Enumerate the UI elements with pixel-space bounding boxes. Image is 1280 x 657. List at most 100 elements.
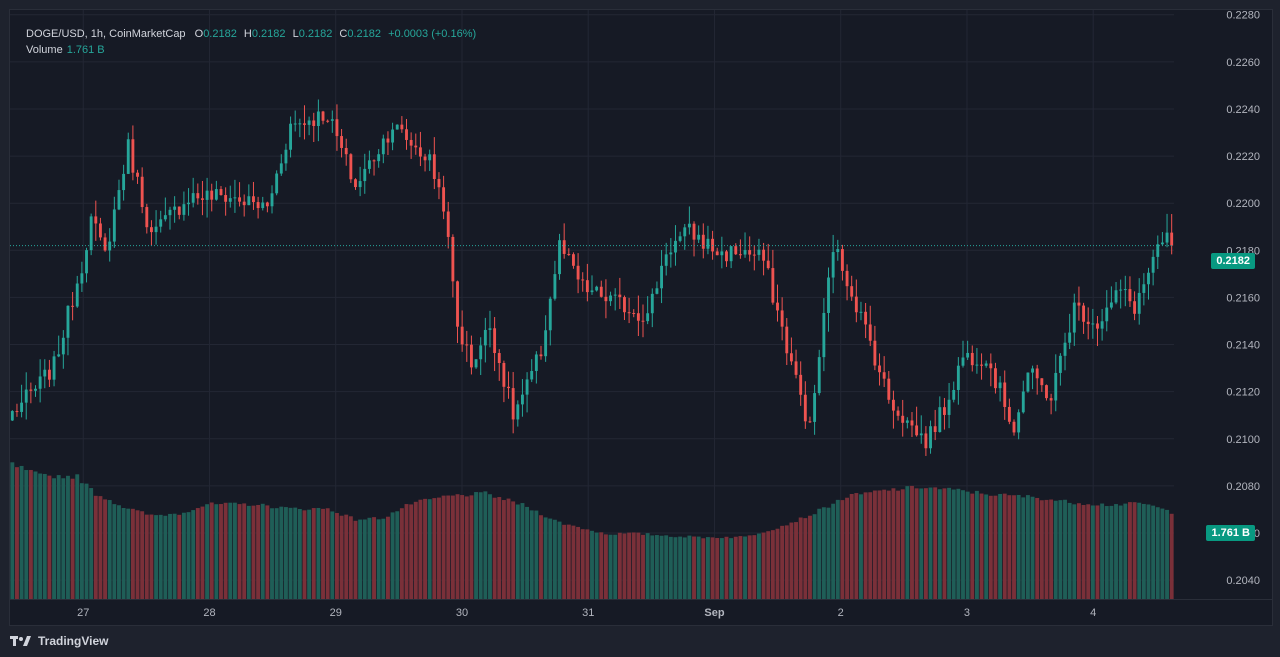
volume-bar xyxy=(668,536,673,599)
volume-bar xyxy=(566,524,571,599)
candle-body xyxy=(525,379,529,395)
volume-bar xyxy=(24,470,29,599)
candle-body xyxy=(354,179,357,188)
volume-bar xyxy=(279,506,284,599)
volume-bar xyxy=(293,507,298,599)
candle-body xyxy=(238,197,241,202)
candle-body xyxy=(975,364,979,366)
volume-bar xyxy=(585,529,590,599)
close-label: C xyxy=(339,28,348,40)
candle-body xyxy=(469,344,473,368)
volume-bar xyxy=(52,478,57,599)
candle-body xyxy=(38,376,42,389)
candle-body xyxy=(61,337,65,355)
candle-body xyxy=(112,209,116,242)
volume-bar xyxy=(891,488,896,599)
candle-body xyxy=(697,234,701,240)
candle-body xyxy=(1165,232,1169,243)
volume-bar xyxy=(812,514,817,599)
candle-body xyxy=(1077,302,1081,306)
tradingview-footer[interactable]: TradingView xyxy=(10,632,108,650)
candle-body xyxy=(1156,244,1160,257)
candle-body xyxy=(47,369,51,380)
volume-bar xyxy=(186,512,191,599)
volume-bar xyxy=(469,495,474,599)
candle-body xyxy=(655,288,659,294)
volume-label[interactable]: Volume xyxy=(26,44,63,56)
volume-bar xyxy=(28,469,33,599)
candle-body xyxy=(363,168,367,182)
candle-body xyxy=(316,111,320,127)
candle-body xyxy=(887,378,891,400)
volume-bar xyxy=(1151,505,1156,599)
candle-body xyxy=(947,399,951,415)
volume-bar xyxy=(437,497,441,599)
candle-body xyxy=(177,206,181,215)
volume-bar xyxy=(780,525,785,599)
candle-body xyxy=(94,216,98,224)
volume-bar xyxy=(831,503,836,599)
volume-bar xyxy=(580,529,585,599)
candle-body xyxy=(567,253,571,255)
volume-bar xyxy=(344,514,349,599)
candle-body xyxy=(279,163,283,174)
volume-bar xyxy=(942,488,947,599)
candle-body xyxy=(89,216,93,251)
candle-body xyxy=(952,389,956,400)
chart-panel[interactable]: 0.2280 0.2260 0.2240 0.2220 0.2200 0.2180 0.21… xyxy=(9,9,1273,626)
volume-bar xyxy=(1146,504,1151,599)
candle-body xyxy=(878,365,881,373)
candle-body xyxy=(683,227,687,237)
symbol-label[interactable]: DOGE/USD, 1h, CoinMarketCap xyxy=(26,28,186,40)
volume-bar xyxy=(163,515,168,599)
candle-body xyxy=(604,296,608,302)
volume-bar xyxy=(947,487,952,599)
volume-bar xyxy=(1076,503,1081,599)
volume-bar xyxy=(478,492,483,599)
candle-body xyxy=(1151,256,1155,273)
candle-body xyxy=(910,420,914,426)
candle-body xyxy=(1058,355,1062,373)
volume-bar xyxy=(464,496,469,599)
candle-body xyxy=(785,326,789,354)
volume-bar xyxy=(307,509,312,599)
candle-body xyxy=(1123,289,1127,291)
volume-bar xyxy=(590,530,594,599)
candle-body xyxy=(738,254,742,256)
volume-bar xyxy=(933,487,938,599)
volume-bar xyxy=(492,497,497,599)
volume-bar xyxy=(654,535,659,599)
candle-body xyxy=(1040,378,1044,386)
candle-body xyxy=(201,198,204,200)
candle-body xyxy=(1133,301,1137,314)
time-tick-label: 30 xyxy=(456,607,468,619)
candle-body xyxy=(905,420,909,423)
candle-body xyxy=(293,123,297,125)
volume-bar xyxy=(117,505,121,599)
candle-body xyxy=(933,426,937,433)
candle-body xyxy=(381,138,385,155)
volume-bar xyxy=(743,536,747,599)
candle-body xyxy=(752,254,756,256)
candle-body xyxy=(864,311,868,325)
volume-bar xyxy=(228,502,233,599)
candle-body xyxy=(562,240,566,254)
candle-body xyxy=(1054,372,1058,401)
time-tick-label: Sep xyxy=(704,607,724,619)
volume-bar xyxy=(803,518,808,599)
volume-value: 1.761 B xyxy=(66,44,105,56)
candle-body xyxy=(808,421,812,423)
volume-bar xyxy=(719,538,724,599)
candle-body xyxy=(126,139,130,174)
candle-body xyxy=(29,389,33,391)
price-tick-label: 0.2120 xyxy=(1226,387,1260,399)
volume-bar xyxy=(1053,500,1058,599)
volume-bar xyxy=(678,536,683,599)
candle-body xyxy=(511,388,515,420)
volume-bar xyxy=(1012,495,1016,599)
candle-body xyxy=(335,119,339,137)
chart-canvas[interactable]: 0.22800.22600.22400.22200.22000.21800.21… xyxy=(10,10,1272,625)
candle-body xyxy=(720,251,724,256)
volume-bar xyxy=(274,508,279,599)
candle-body xyxy=(1128,289,1132,302)
